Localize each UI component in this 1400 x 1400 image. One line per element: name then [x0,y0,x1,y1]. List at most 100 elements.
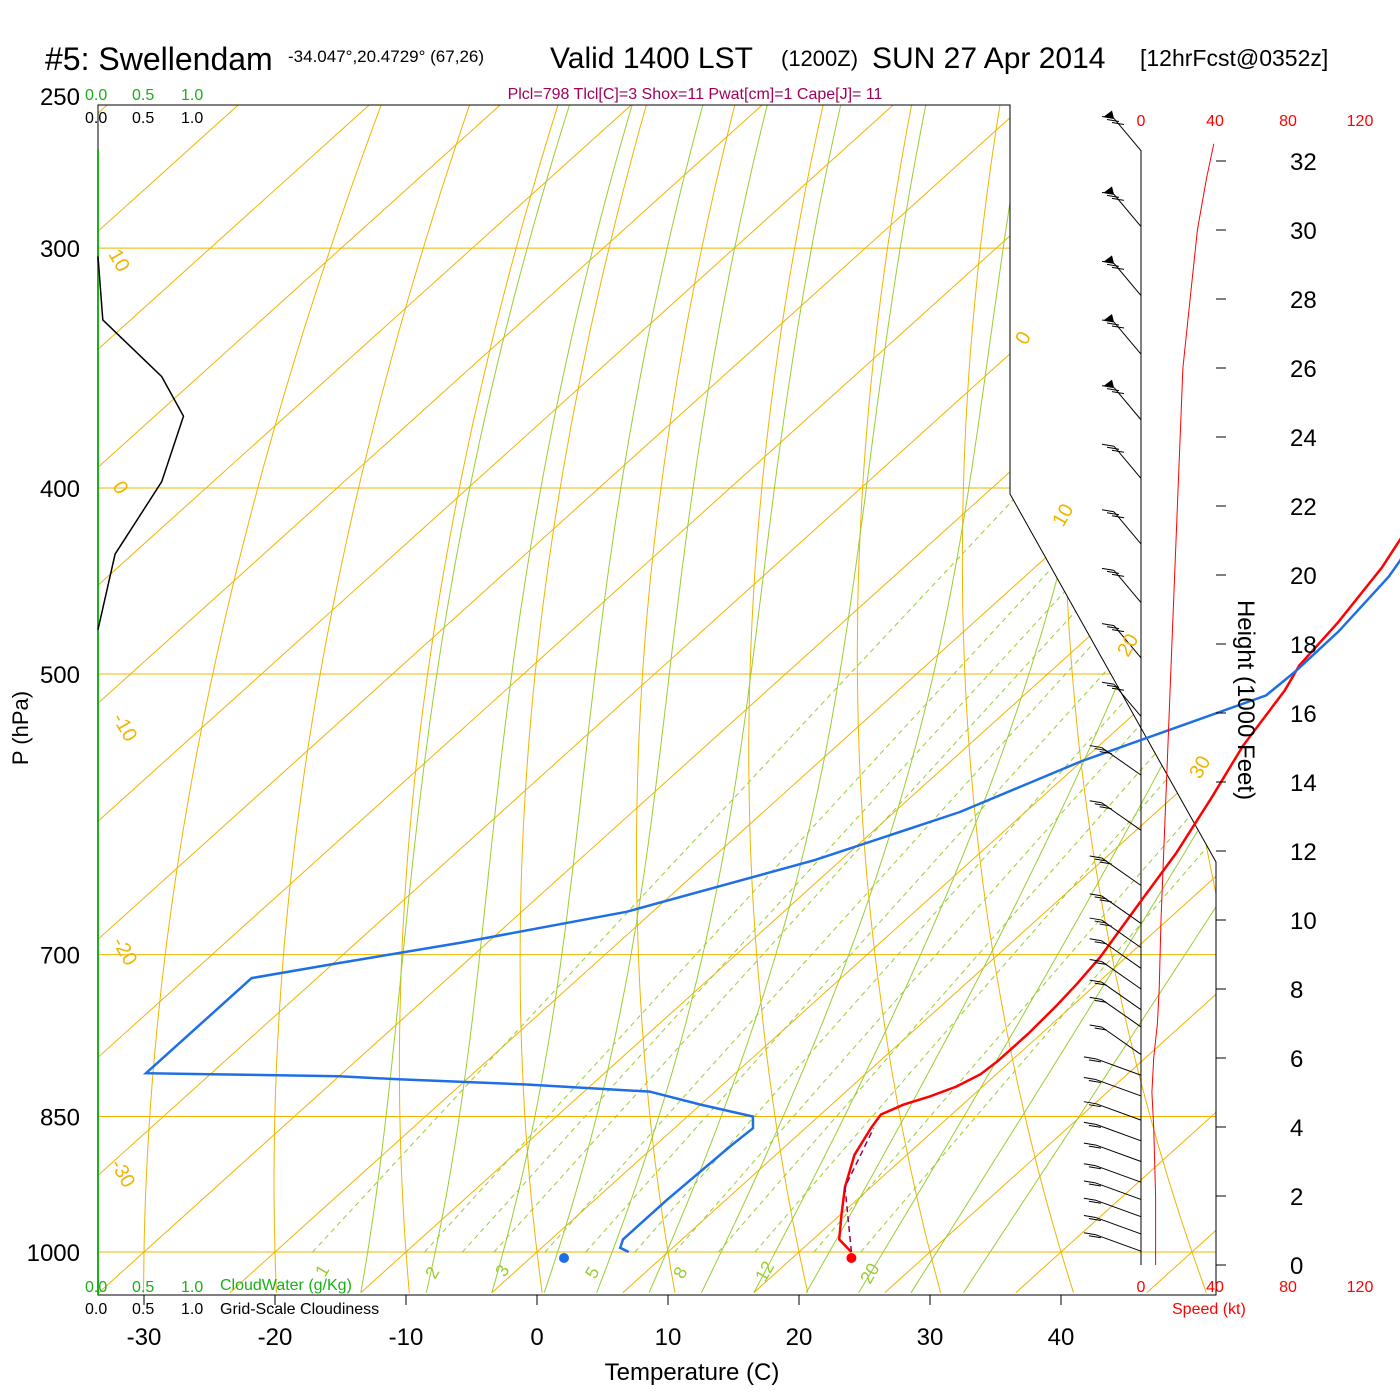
wind-barb-flag [1094,941,1107,945]
wind-barb-flag [1088,1124,1101,1128]
mixing-ratio-16 [813,487,1216,1253]
dry-adiabat-20 [748,105,834,1293]
top-green-1: 0.5 [132,87,154,104]
height-tick-label: 2 [1290,1184,1303,1211]
wind-barb-flag [1089,1024,1102,1028]
wind-barb-flag [1088,1200,1101,1204]
wind-barb-flag [1094,748,1107,752]
wind-barb-flag [1111,629,1125,633]
wind-barb-flag [1089,979,1102,983]
height-tick-label: 8 [1290,977,1303,1004]
dry-adiabat--10 [398,105,573,1293]
height-tick-label: 16 [1290,701,1317,728]
moist-adiabat-4 [543,105,779,1293]
wind-barb [1101,110,1142,151]
wind-barb-flag [1088,1080,1101,1084]
isotherm--60 [98,105,1073,1294]
dry-adiabat-50 [1063,105,1207,1293]
isotherm-50 [1146,105,1216,1294]
wind-barb-flag [1083,1197,1096,1201]
wind-barb-staff [1101,1026,1142,1055]
wind-barb-flag [1101,260,1115,264]
cloudwater-label: CloudWater (g/Kg) [220,1277,352,1294]
wind-barb-flag [1094,961,1107,965]
wind-barb [1083,1101,1142,1121]
isotherm-30 [884,105,1216,1294]
isotherm-label: 30 [1185,752,1215,782]
height-tick-label: 20 [1290,563,1317,590]
dry-adiabat-0 [519,105,660,1293]
isotherm-label: 0 [1011,328,1036,349]
height-tick-label: 18 [1290,632,1317,659]
wind-profile [1083,110,1215,1265]
speed-tick-top: 120 [1347,113,1374,130]
isotherm-20 [753,105,1216,1294]
x-tick-label: 40 [1048,1324,1075,1351]
wind-barb-staff [1101,999,1142,1028]
wind-barb-flag [1101,115,1115,119]
moist-adiabat--10 [360,105,584,1293]
mixing-ratio-6.5 [634,487,1216,1253]
wind-barb [1089,893,1142,924]
wind-barb [1101,379,1142,421]
moist-adiabat--5 [425,105,646,1293]
bottom-green-2: 1.0 [181,1279,203,1296]
moist-adiabat-16 [700,105,1034,1293]
wind-barb-pennant [1104,186,1115,195]
bottom-black-2: 1.0 [181,1301,203,1318]
isotherm-label: 0 [108,478,133,499]
height-axis-label: Height (1000 Feet) [1232,600,1259,800]
wind-barb [1083,1056,1142,1076]
isotherm-label: -30 [106,1156,140,1192]
wind-barb-flag [1083,1121,1096,1125]
wind-barb-staff [1101,961,1142,990]
wind-barb-flag [1101,385,1115,389]
mixing-ratio-1 [312,487,1025,1253]
wind-barb-flag [1083,1232,1096,1236]
pressure-tick-label: 1000 [27,1240,80,1267]
wind-barb-flag [1083,1101,1096,1105]
wind-barb-flag [1083,1163,1096,1167]
moist-adiabat-32 [910,105,1216,1293]
wind-barb-flag [1089,745,1102,749]
isotherm--90 [98,105,680,1294]
wind-barb-staff [1095,1058,1142,1076]
wind-barb-flag [1094,858,1107,862]
moist-adiabat-36 [962,105,1216,1293]
surface-dewpoint-dot [559,1253,569,1263]
height-tick-label: 26 [1290,356,1317,383]
wind-barb [1089,800,1142,831]
wind-barb-flag [1083,1180,1096,1184]
isotherm-label: -20 [108,934,142,970]
bottom-green-1: 0.5 [132,1279,154,1296]
wind-barb-flag [1099,899,1112,903]
wind-barb [1101,443,1142,479]
wind-barb-flag [1111,266,1125,270]
isotherm-10 [622,105,1216,1294]
wind-barb-flag [1111,197,1125,201]
chart-title: #5: Swellendam -34.047°,20.4729° (67,26)… [45,41,1328,77]
pressure-tick-label: 400 [40,476,80,503]
wind-barb-pennant [1104,110,1115,119]
wind-barb-flag [1089,800,1102,804]
wind-barb-flag [1099,751,1112,755]
pressure-tick-label: 700 [40,943,80,970]
top-green-0: 0.0 [85,87,107,104]
mixing-ratio-label: 5 [581,1263,603,1282]
thermo-grid [98,62,1400,1294]
wind-barb-flag [1101,509,1115,513]
mixing-ratio-label: 12 [751,1258,778,1285]
dewpoint-line [142,558,1400,1254]
isotherm--30 [98,105,1216,1294]
wind-barb-flag [1094,999,1107,1003]
wind-barb-flag [1101,191,1115,195]
wind-barb-flag [1099,861,1112,865]
bottom-black-1: 0.5 [132,1301,154,1318]
wind-barb-flag [1101,443,1115,447]
height-tick-label: 10 [1290,908,1317,935]
wind-barb-flag [1106,446,1120,450]
dry-adiabat-70 [1259,62,1400,1293]
x-tick-label: 30 [917,1324,944,1351]
isotherm-40 [1015,105,1216,1294]
